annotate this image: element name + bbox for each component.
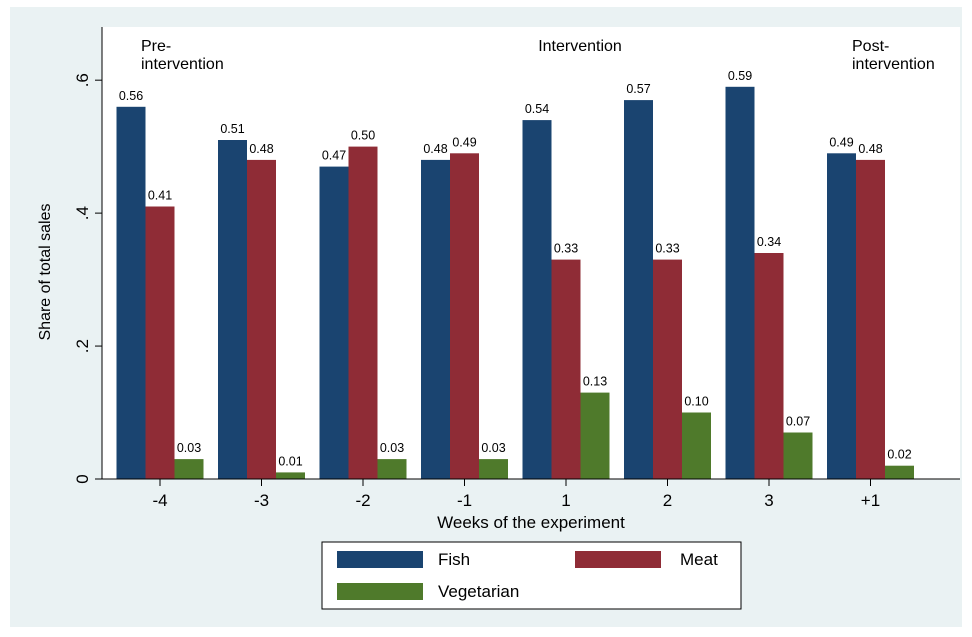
bar-meat-6: [754, 253, 784, 479]
y-tick-label-1: .2: [73, 339, 92, 353]
data-label-vegetarian-7: 0.02: [887, 448, 911, 462]
y-tick-label-0: 0: [73, 474, 92, 483]
data-label-meat-0: 0.41: [148, 189, 172, 203]
bar-meat-2: [348, 146, 378, 479]
data-label-vegetarian-2: 0.03: [380, 441, 404, 455]
data-label-fish-1: 0.51: [220, 122, 244, 136]
data-label-fish-6: 0.59: [728, 69, 752, 83]
bar-vegetarian-4: [580, 392, 610, 479]
y-tick-label-3: .6: [73, 73, 92, 87]
legend-label-meat: Meat: [680, 550, 718, 569]
data-label-vegetarian-1: 0.01: [278, 454, 302, 468]
annotation-2-line-0: Post-: [852, 38, 889, 55]
x-tick-label-7: +1: [861, 491, 880, 510]
data-label-vegetarian-3: 0.03: [481, 441, 505, 455]
bar-fish-5: [624, 100, 653, 479]
legend-label-fish: Fish: [438, 550, 470, 569]
bar-fish-6: [725, 86, 755, 480]
legend: Fish Meat Vegetarian: [321, 541, 742, 610]
x-tick-label-3: -1: [457, 491, 472, 510]
bar-vegetarian-3: [479, 459, 508, 479]
data-label-vegetarian-6: 0.07: [786, 415, 810, 429]
y-tick-label-2: .4: [73, 206, 92, 220]
bar-fish-3: [421, 159, 450, 479]
bar-chart: 0.560.410.030.510.480.010.470.500.030.48…: [37, 27, 960, 610]
annotation-0: Pre-intervention: [141, 38, 224, 73]
bar-meat-7: [856, 159, 885, 479]
data-label-meat-1: 0.48: [249, 142, 273, 156]
legend-label-vegetarian: Vegetarian: [438, 582, 519, 601]
bar-meat-1: [247, 159, 276, 479]
data-labels: 0.56 0.41 0.03 0.51 0.48 0.01 0.47 0.50 0.03 0.48…: [119, 69, 912, 469]
data-label-meat-3: 0.49: [452, 135, 476, 149]
data-label-meat-5: 0.33: [655, 242, 679, 256]
annotation-2: Post-intervention: [852, 38, 935, 73]
annotation-1-line-0: Intervention: [538, 38, 622, 55]
bar-vegetarian-2: [377, 459, 407, 479]
y-axis-title: Share of total sales: [37, 204, 54, 341]
chart-panel: 0.56 0.41 0.03 0.51 0.48 0.01 0.47 0.50 0.03 0.48…: [10, 7, 962, 627]
bar-vegetarian-6: [783, 432, 813, 479]
x-tick-label-2: -2: [355, 491, 370, 510]
bar-fish-1: [218, 140, 247, 479]
data-label-fish-2: 0.47: [322, 149, 346, 163]
annotation-2-line-1: intervention: [852, 56, 935, 73]
bar-vegetarian-7: [885, 465, 914, 479]
bar-fish-7: [827, 153, 856, 480]
x-tick-label-6: 3: [764, 491, 773, 510]
annotation-0-line-1: intervention: [141, 56, 224, 73]
bar-meat-4: [551, 259, 581, 479]
data-label-fish-7: 0.49: [829, 135, 853, 149]
data-label-vegetarian-4: 0.13: [583, 375, 607, 389]
bars: [116, 86, 914, 480]
bar-fish-2: [319, 166, 349, 479]
bar-vegetarian-5: [682, 412, 711, 479]
x-tick-label-5: 2: [663, 491, 672, 510]
data-label-meat-7: 0.48: [858, 142, 882, 156]
bar-meat-0: [145, 206, 175, 479]
bar-vegetarian-0: [174, 459, 204, 479]
legend-swatch-vegetarian: [337, 583, 423, 600]
bar-fish-0: [116, 106, 146, 480]
x-tick-label-1: -3: [254, 491, 269, 510]
axes: -4 -3 -2 -1 1 2 3 +1 0 .2 .4 .6: [73, 27, 960, 510]
data-label-meat-4: 0.33: [554, 242, 578, 256]
data-label-vegetarian-5: 0.10: [684, 395, 708, 409]
bar-meat-5: [653, 259, 682, 479]
bar-fish-4: [522, 120, 552, 479]
bar-meat-3: [450, 153, 479, 480]
data-label-meat-6: 0.34: [757, 235, 781, 249]
data-label-fish-5: 0.57: [626, 82, 650, 96]
x-tick-label-4: 1: [561, 491, 570, 510]
data-label-fish-4: 0.54: [525, 102, 549, 116]
x-axis-title: Weeks of the experiment: [437, 513, 625, 532]
bar-vegetarian-1: [276, 472, 305, 479]
legend-swatch-meat: [575, 551, 661, 568]
x-tick-label-0: -4: [152, 491, 167, 510]
data-label-meat-2: 0.50: [351, 129, 375, 143]
data-label-vegetarian-0: 0.03: [177, 441, 201, 455]
annotations: Pre-intervention Intervention Post-interve…: [141, 38, 935, 73]
data-label-fish-0: 0.56: [119, 89, 143, 103]
legend-swatch-fish: [337, 551, 423, 568]
data-label-fish-3: 0.48: [423, 142, 447, 156]
annotation-1: Intervention: [538, 38, 622, 55]
annotation-0-line-0: Pre-: [141, 38, 171, 55]
